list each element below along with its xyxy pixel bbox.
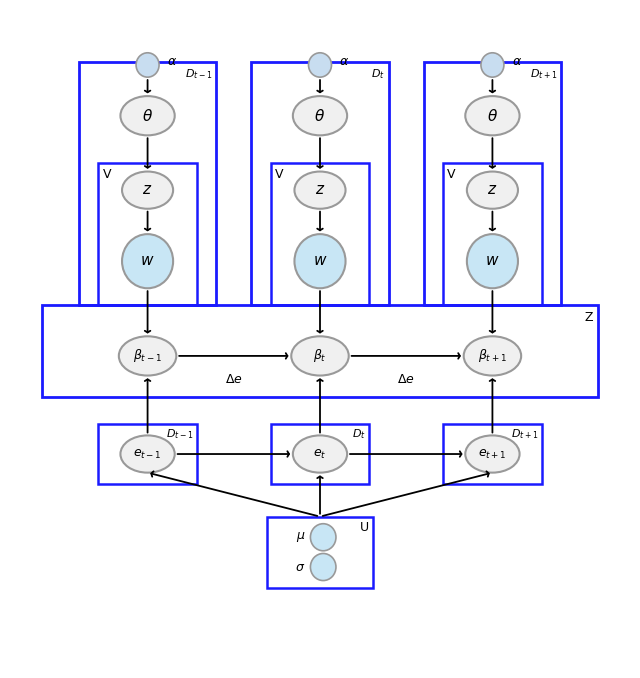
Text: $D_t$: $D_t$ [352, 428, 365, 441]
Text: $\alpha$: $\alpha$ [167, 55, 177, 68]
Text: V: V [102, 169, 111, 182]
Text: $w$: $w$ [313, 254, 327, 268]
Text: $\theta$: $\theta$ [142, 108, 153, 123]
Text: $D_{t+1}$: $D_{t+1}$ [530, 67, 557, 81]
Ellipse shape [119, 336, 176, 376]
Bar [268, 517, 372, 588]
Circle shape [136, 53, 159, 77]
Text: $\beta_t$: $\beta_t$ [313, 347, 327, 364]
Text: $w$: $w$ [140, 254, 155, 268]
Circle shape [294, 234, 346, 288]
Ellipse shape [122, 172, 173, 209]
Ellipse shape [464, 336, 521, 376]
Ellipse shape [120, 435, 175, 473]
Ellipse shape [294, 172, 346, 209]
Ellipse shape [120, 96, 175, 136]
Text: V: V [447, 169, 456, 182]
Ellipse shape [465, 435, 520, 473]
Bar [98, 424, 197, 485]
Text: $\mu$: $\mu$ [296, 530, 305, 544]
Bar [98, 163, 197, 305]
Circle shape [467, 234, 518, 288]
Text: $D_{t+1}$: $D_{t+1}$ [511, 428, 538, 441]
Text: $\theta$: $\theta$ [487, 108, 498, 123]
Circle shape [481, 53, 504, 77]
Text: $\beta_{t-1}$: $\beta_{t-1}$ [133, 347, 162, 364]
Circle shape [310, 523, 336, 551]
Ellipse shape [291, 336, 349, 376]
Text: $z$: $z$ [315, 183, 325, 197]
Circle shape [308, 53, 332, 77]
Text: $\theta$: $\theta$ [314, 108, 326, 123]
Text: $z$: $z$ [487, 183, 497, 197]
Bar [42, 305, 598, 397]
Ellipse shape [467, 172, 518, 209]
Text: $\alpha$: $\alpha$ [511, 55, 522, 68]
Ellipse shape [293, 96, 347, 136]
Text: V: V [275, 169, 284, 182]
Text: $\Delta e$: $\Delta e$ [225, 373, 243, 386]
Text: $e_{t+1}$: $e_{t+1}$ [478, 447, 507, 460]
Bar [424, 62, 561, 305]
Bar [252, 62, 388, 305]
Bar [443, 163, 542, 305]
Text: $e_{t-1}$: $e_{t-1}$ [133, 447, 162, 460]
Bar [271, 163, 369, 305]
Circle shape [122, 234, 173, 288]
Circle shape [310, 553, 336, 580]
Text: $z$: $z$ [143, 183, 153, 197]
Text: $D_{t-1}$: $D_{t-1}$ [166, 428, 193, 441]
Text: $D_{t-1}$: $D_{t-1}$ [185, 67, 212, 81]
Text: $\beta_{t+1}$: $\beta_{t+1}$ [478, 347, 507, 364]
Bar [79, 62, 216, 305]
Text: $\Delta e$: $\Delta e$ [397, 373, 415, 386]
Text: U: U [360, 521, 369, 534]
Text: Z: Z [584, 311, 593, 323]
Ellipse shape [293, 435, 347, 473]
Bar [271, 424, 369, 485]
Text: $\sigma$: $\sigma$ [295, 561, 305, 574]
Ellipse shape [465, 96, 520, 136]
Text: $e_t$: $e_t$ [314, 447, 326, 460]
Bar [443, 424, 542, 485]
Text: $D_t$: $D_t$ [371, 67, 385, 81]
Text: $w$: $w$ [485, 254, 500, 268]
Text: $\alpha$: $\alpha$ [339, 55, 349, 68]
